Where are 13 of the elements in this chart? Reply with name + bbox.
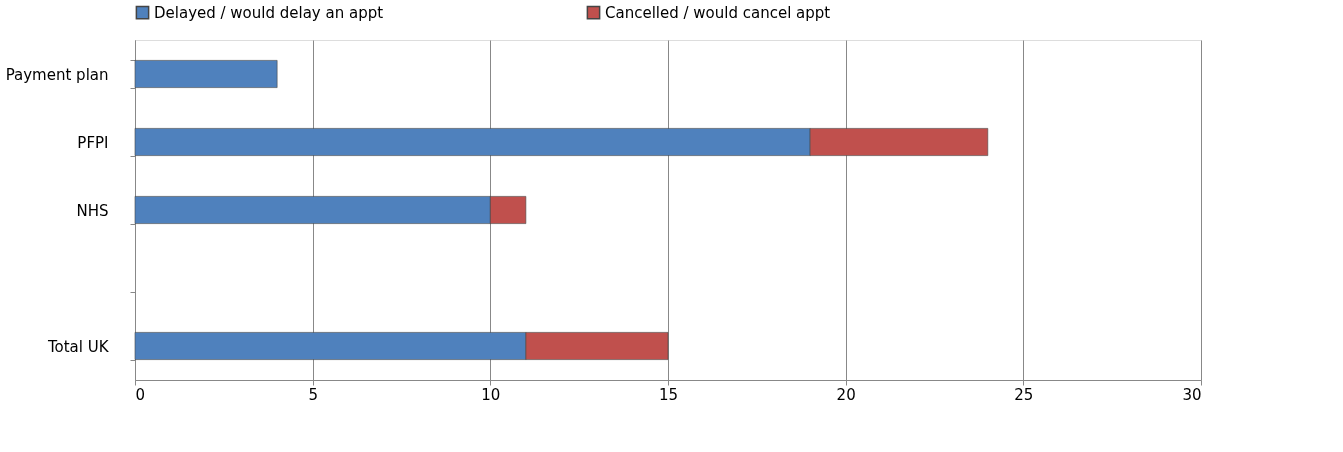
y-tick-label: NHS: [76, 201, 109, 220]
x-tick-label: 25: [1014, 385, 1034, 404]
x-tick-label: 5: [308, 385, 318, 404]
legend-label: Delayed / would delay an appt: [154, 3, 384, 22]
y-tick-label: Payment plan: [5, 65, 109, 84]
y-tick-label: PFPI: [77, 133, 109, 152]
x-tick-label: 0: [135, 385, 146, 404]
x-tick-label: 20: [836, 385, 856, 404]
legend-label: Cancelled / would cancel appt: [605, 3, 831, 22]
y-tick-label: Total UK: [46, 337, 110, 356]
x-tick-label: 15: [658, 385, 679, 404]
x-tick-label: 30: [1182, 385, 1202, 404]
x-tick-label: 10: [481, 385, 501, 404]
